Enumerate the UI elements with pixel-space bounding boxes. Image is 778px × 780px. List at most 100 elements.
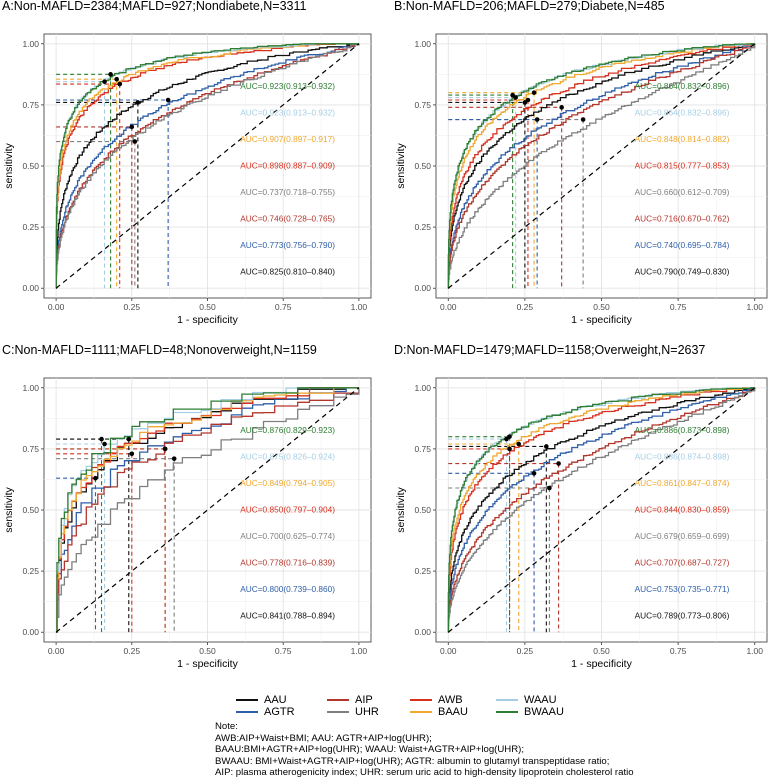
roc-curve-bwaau xyxy=(56,387,359,633)
roc-panel-a: A:Non-MAFLD=2384;MAFLD=927;Nondiabete,N=… xyxy=(2,0,372,326)
roc-curve-aip xyxy=(56,387,360,633)
cutoff-point xyxy=(544,444,549,449)
x-axis-label: 1 - specificity xyxy=(177,658,238,670)
roc-curve-awb xyxy=(55,43,359,289)
y-tick-label: 0.75 xyxy=(414,100,431,110)
x-tick-label: 0.50 xyxy=(593,646,610,656)
roc-panel-d: D:Non-MAFLD=1479;MAFLD=1158;Overweight,N… xyxy=(394,343,768,670)
auc-label-waau: AUC=0.875(0.826–0.924) xyxy=(240,452,335,462)
y-axis-label: sensitivity xyxy=(395,142,407,188)
legend-swatch xyxy=(327,711,349,714)
y-tick-label: 1.00 xyxy=(414,39,431,49)
auc-label-aip: AUC=0.778(0.716–0.839) xyxy=(240,558,335,568)
roc-curve-aau xyxy=(447,387,756,633)
auc-label-baau: AUC=0.861(0.847–0.874) xyxy=(635,478,730,488)
legend-label: AIP xyxy=(355,694,373,706)
auc-label-agtr: AUC=0.800(0.739–0.860) xyxy=(240,584,335,594)
legend-swatch xyxy=(236,699,258,702)
auc-label-uhr: AUC=0.700(0.625–0.774) xyxy=(240,531,335,541)
legend-label: UHR xyxy=(355,706,379,718)
auc-label-aip: AUC=0.707(0.687–0.727) xyxy=(635,558,730,568)
auc-label-uhr: AUC=0.679(0.659–0.699) xyxy=(635,531,730,541)
roc-curve-aau xyxy=(447,43,756,289)
panel-title: A:Non-MAFLD=2384;MAFLD=927;Nondiabete,N=… xyxy=(2,0,307,13)
cutoff-point xyxy=(531,471,537,476)
y-tick-label: 1.00 xyxy=(22,383,39,393)
y-tick-label: 0.75 xyxy=(22,100,39,110)
roc-curve-agtr xyxy=(447,43,756,289)
auc-label-agtr: AUC=0.740(0.695–0.784) xyxy=(635,240,730,250)
legend-label: BWAAU xyxy=(524,706,564,718)
x-tick-label: 1.00 xyxy=(351,646,368,656)
cutoff-point xyxy=(135,100,141,105)
auc-label-agtr: AUC=0.753(0.735–0.771) xyxy=(635,584,730,594)
reference-diagonal xyxy=(55,387,360,633)
cutoff-point xyxy=(114,76,119,82)
legend-item-aip: AIP xyxy=(327,694,373,706)
y-tick-label: 0.00 xyxy=(414,283,431,293)
cutoff-point xyxy=(522,100,528,105)
x-tick-label: 0.00 xyxy=(440,302,457,312)
auc-label-baau: AUC=0.849(0.794–0.905) xyxy=(240,478,335,488)
roc-curve-agtr xyxy=(447,387,756,633)
x-tick-label: 0.00 xyxy=(48,646,65,656)
roc-curve-bwaau xyxy=(55,43,359,289)
x-axis-label: 1 - specificity xyxy=(571,314,632,326)
cutoff-point xyxy=(556,461,561,466)
legend-swatch xyxy=(496,699,518,702)
cutoff-point xyxy=(93,475,98,481)
notes-line: AIP: plasma atherogenicity index; UHR: s… xyxy=(215,767,634,779)
auc-label-waau: AUC=0.864(0.832–0.896) xyxy=(635,108,730,118)
cutoff-point xyxy=(129,451,135,457)
roc-curve-baau xyxy=(55,43,359,289)
auc-label-baau: AUC=0.907(0.897–0.917) xyxy=(240,134,335,144)
y-tick-label: 0.75 xyxy=(414,444,431,454)
auc-label-waau: AUC=0.923(0.913–0.932) xyxy=(240,108,335,118)
legend-swatch xyxy=(496,711,518,714)
x-tick-label: 0.75 xyxy=(275,302,292,312)
roc-curve-baau xyxy=(56,387,359,633)
reference-diagonal xyxy=(55,43,360,289)
cutoff-point xyxy=(507,446,512,452)
cutoff-point xyxy=(102,79,107,84)
roc-curve-aip xyxy=(447,387,756,633)
x-axis-label: 1 - specificity xyxy=(177,314,238,326)
legend-label: WAAU xyxy=(524,694,557,706)
roc-curve-bwaau xyxy=(447,387,755,633)
auc-label-awb: AUC=0.898(0.887–0.909) xyxy=(240,161,335,171)
x-tick-label: 0.00 xyxy=(440,646,457,656)
auc-label-uhr: AUC=0.737(0.718–0.755) xyxy=(240,187,335,197)
auc-label-bwaau: AUC=0.876(0.829–0.923) xyxy=(240,425,335,435)
legend-swatch xyxy=(410,699,432,702)
cutoff-point xyxy=(99,436,104,442)
x-tick-label: 0.75 xyxy=(670,646,687,656)
y-tick-label: 1.00 xyxy=(22,39,39,49)
panel-title: B:Non-MAFLD=206;MAFLD=279;Diabete,N=485 xyxy=(394,0,665,13)
auc-label-aip: AUC=0.716(0.670–0.762) xyxy=(635,214,730,224)
panel-title: C:Non-MAFLD=1111;MAFLD=48;Nonoverweight,… xyxy=(2,343,317,357)
y-tick-label: 0.50 xyxy=(22,161,39,171)
y-tick-label: 0.25 xyxy=(414,222,431,232)
y-axis-label: sensitivity xyxy=(3,142,15,188)
auc-label-agtr: AUC=0.773(0.756–0.790) xyxy=(240,240,335,250)
reference-diagonal xyxy=(447,387,756,633)
roc-curve-bwaau xyxy=(447,43,755,289)
roc-curve-aip xyxy=(55,43,360,289)
x-tick-label: 0.00 xyxy=(48,302,65,312)
cutoff-point xyxy=(525,97,531,103)
x-tick-label: 0.25 xyxy=(124,302,141,312)
y-tick-label: 0.50 xyxy=(414,161,431,171)
y-axis-label: sensitivity xyxy=(3,486,15,532)
auc-label-awb: AUC=0.850(0.797–0.904) xyxy=(240,505,335,515)
notes-line: AWB:AIP+Waist+BMI; AAU: AGTR+AIP+log(UHR… xyxy=(215,732,432,744)
cutoff-point xyxy=(547,485,552,491)
roc-figure: A:Non-MAFLD=2384;MAFLD=927;Nondiabete,N=… xyxy=(2,0,768,670)
legend-item-agtr: AGTR xyxy=(236,706,295,718)
roc-panel-b: B:Non-MAFLD=206;MAFLD=279;Diabete,N=485 0… xyxy=(394,0,768,326)
roc-curve-agtr xyxy=(55,43,359,289)
y-tick-label: 1.00 xyxy=(414,383,431,393)
legend-swatch xyxy=(236,711,258,714)
legend-label: AAU xyxy=(264,694,287,706)
cutoff-point xyxy=(165,97,171,103)
x-tick-label: 0.50 xyxy=(199,646,216,656)
